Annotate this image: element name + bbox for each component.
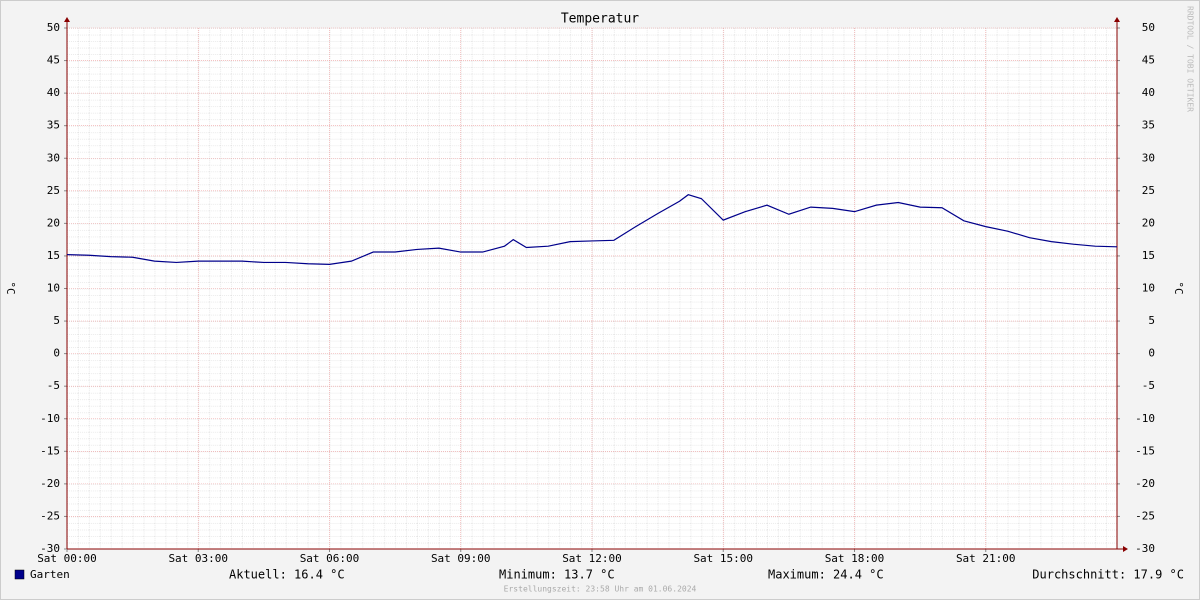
arrow xyxy=(1114,17,1120,22)
y-tick-label: -5 xyxy=(47,379,60,392)
y-tick-label: 5 xyxy=(53,314,60,327)
y-tick-label: 45 xyxy=(47,54,60,67)
y2-tick-label: -5 xyxy=(1142,379,1155,392)
x-tick-label: Sat 18:00 xyxy=(825,552,885,565)
legend-label: Garten xyxy=(30,568,70,581)
y2-tick-label: 10 xyxy=(1142,282,1155,295)
y-tick-label: 50 xyxy=(47,21,60,34)
y2-tick-label: -30 xyxy=(1135,542,1155,555)
y2-tick-label: -25 xyxy=(1135,509,1155,522)
stat: Aktuell: 16.4 °C xyxy=(229,568,345,582)
arrow xyxy=(64,17,70,22)
y-tick-label: -25 xyxy=(40,509,60,522)
y2-tick-label: -20 xyxy=(1135,477,1155,490)
y-tick-label: 15 xyxy=(47,249,60,262)
y-tick-label: -20 xyxy=(40,477,60,490)
y-tick-label: -30 xyxy=(40,542,60,555)
y2-axis-label: °C xyxy=(1172,281,1185,294)
y2-tick-label: 35 xyxy=(1142,119,1155,132)
y2-tick-label: -10 xyxy=(1135,412,1155,425)
y-tick-label: 25 xyxy=(47,184,60,197)
y-tick-label: 10 xyxy=(47,282,60,295)
y2-tick-label: 45 xyxy=(1142,54,1155,67)
y2-tick-label: 50 xyxy=(1142,21,1155,34)
y2-tick-label: 40 xyxy=(1142,86,1155,99)
footer: Erstellungszeit: 23:58 Uhr am 01.06.2024 xyxy=(504,585,697,594)
marks xyxy=(66,194,1118,266)
x-tick-label: Sat 09:00 xyxy=(431,552,491,565)
y-tick-label: 20 xyxy=(47,216,60,229)
stat: Minimum: 13.7 °C xyxy=(499,568,615,582)
y-tick-label: 40 xyxy=(47,86,60,99)
series-line xyxy=(66,194,1118,266)
x-tick-label: Sat 12:00 xyxy=(562,552,622,565)
chart-title: Temperatur xyxy=(561,12,639,27)
x-tick-label: Sat 03:00 xyxy=(168,552,228,565)
y-tick-label: 30 xyxy=(47,151,60,164)
y2-tick-label: 0 xyxy=(1148,347,1155,360)
y2-tick-label: 20 xyxy=(1142,216,1155,229)
y2-tick-label: 30 xyxy=(1142,151,1155,164)
stat: Durchschnitt: 17.9 °C xyxy=(1032,568,1184,582)
y2-tick-label: 5 xyxy=(1148,314,1155,327)
arrow xyxy=(1123,546,1128,552)
x-tick-label: Sat 15:00 xyxy=(693,552,753,565)
y-tick-label: 35 xyxy=(47,119,60,132)
y-tick-label: 0 xyxy=(53,347,60,360)
legend-swatch xyxy=(14,569,25,580)
x-tick-label: Sat 06:00 xyxy=(300,552,360,565)
y-tick-label: -10 xyxy=(40,412,60,425)
grid: -30 -30 -25 -25 -20 -20 -15 -15 -10 -10 -5 -5 0 0 5 5 10… xyxy=(37,17,1155,565)
y2-tick-label: 15 xyxy=(1142,249,1155,262)
y-axis-label: °C xyxy=(4,281,17,294)
y-tick-label: -15 xyxy=(40,444,60,457)
x-tick-label: Sat 00:00 xyxy=(37,552,97,565)
y2-tick-label: -15 xyxy=(1135,444,1155,457)
y2-tick-label: 25 xyxy=(1142,184,1155,197)
stat: Maximum: 24.4 °C xyxy=(768,568,884,582)
x-tick-label: Sat 21:00 xyxy=(956,552,1016,565)
watermark: RRDTOOL / TOBI OETIKER xyxy=(1186,6,1195,112)
